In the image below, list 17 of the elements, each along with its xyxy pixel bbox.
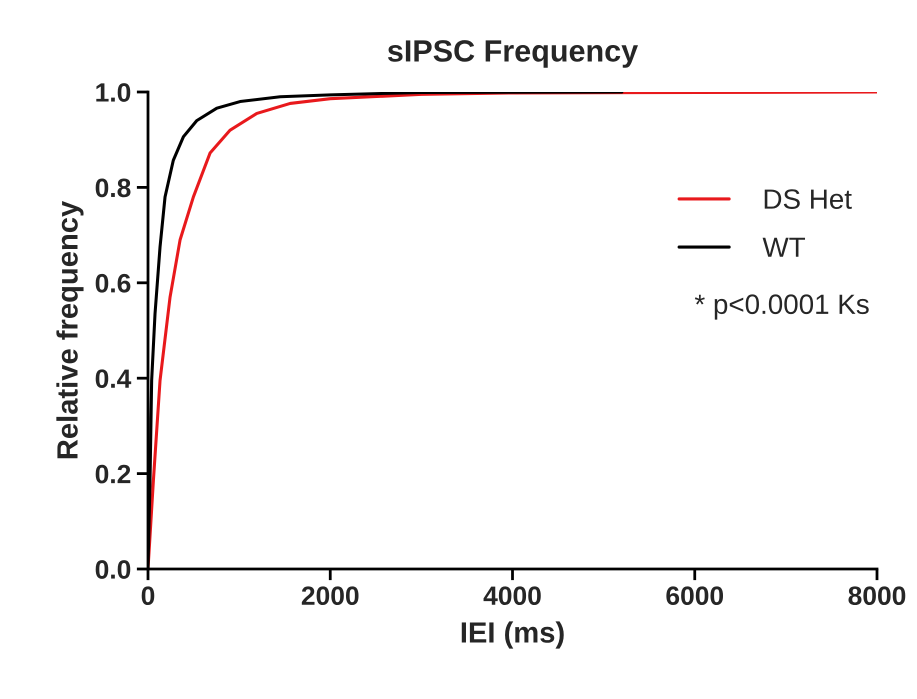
chart-title: sIPSC Frequency — [388, 40, 638, 68]
y-tick-label: 1.0 — [96, 83, 130, 102]
annotation: * p<0.0001 Ks — [694, 294, 869, 320]
y-tick-label: 0.2 — [96, 464, 130, 484]
x-axis-title: IEI (ms) — [462, 621, 564, 649]
x-tick-label: 4000 — [484, 586, 541, 606]
y-tick-label: 0.4 — [96, 369, 132, 388]
y-tick-label: 0.8 — [96, 178, 131, 198]
y-tick-label: 0.6 — [96, 274, 130, 293]
y-axis-title: Relative frequency — [56, 200, 84, 458]
x-tick-label: 0 — [142, 586, 154, 606]
x-tick-label: 8000 — [848, 586, 906, 606]
x-tick-label: 2000 — [302, 586, 359, 606]
legend-label: WT — [762, 238, 806, 257]
legend-label: DS Het — [764, 189, 852, 209]
x-tick-label: 6000 — [666, 586, 724, 606]
y-tick-label: 0.0 — [96, 560, 130, 579]
